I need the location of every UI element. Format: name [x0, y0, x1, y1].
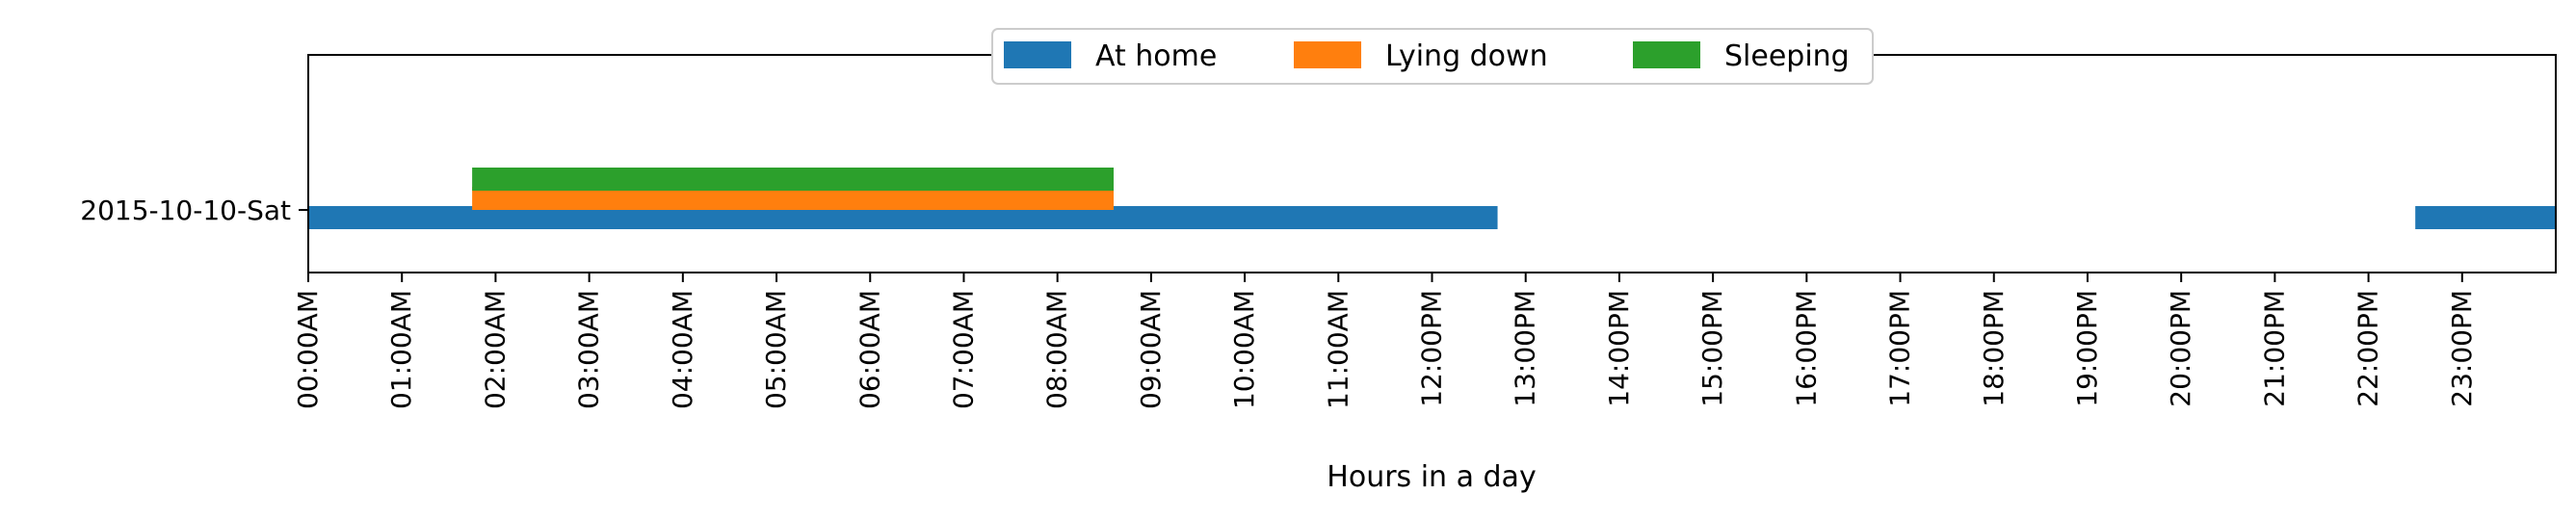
x-tick-label: 19:00PM: [2071, 290, 2103, 407]
plot-frame: [307, 54, 2557, 273]
bar-at-home-1: [2415, 206, 2556, 229]
x-tick-label: 21:00PM: [2258, 290, 2290, 407]
legend-label-sleeping: Sleeping: [1724, 39, 1850, 73]
legend-swatch-lying-down: [1294, 41, 1361, 68]
legend-swatch-at-home: [1004, 41, 1071, 68]
x-tick-label: 17:00PM: [1884, 290, 1916, 407]
legend: At home Lying down Sleeping: [991, 28, 1874, 85]
x-tick-label: 03:00AM: [573, 290, 605, 409]
x-tick-label: 18:00PM: [1978, 290, 2010, 407]
x-tick-label: 01:00AM: [385, 290, 417, 409]
x-tick-label: 14:00PM: [1603, 290, 1635, 407]
bar-sleeping-0: [472, 168, 1114, 191]
x-tick-label: 15:00PM: [1696, 290, 1728, 407]
x-axis: 00:00AM 01:00AM 02:00AM 03:00AM 04:00AM 05:00…: [292, 273, 2478, 409]
bars-layer: [308, 168, 2556, 229]
x-tick-label: 09:00AM: [1135, 290, 1167, 409]
x-tick-label: 10:00AM: [1228, 290, 1260, 409]
x-tick-label: 22:00PM: [2353, 290, 2384, 407]
legend-label-at-home: At home: [1095, 39, 1217, 73]
x-tick-label: 05:00AM: [760, 290, 792, 409]
x-tick-label: 16:00PM: [1790, 290, 1822, 407]
x-tick-label: 23:00PM: [2446, 290, 2478, 407]
x-tick-label: 00:00AM: [292, 290, 324, 409]
legend-label-lying-down: Lying down: [1385, 39, 1548, 73]
x-axis-title: Hours in a day: [1327, 460, 1536, 494]
legend-swatch-sleeping: [1633, 41, 1700, 68]
x-tick-label: 12:00PM: [1416, 290, 1448, 407]
x-tick-label: 08:00AM: [1041, 290, 1073, 409]
x-tick-label: 04:00AM: [667, 290, 698, 409]
y-axis: 2015-10-10-Sat: [80, 195, 308, 226]
x-tick-label: 20:00PM: [2165, 290, 2196, 407]
x-tick-label: 13:00PM: [1510, 290, 1541, 407]
x-tick-label: 06:00AM: [854, 290, 885, 409]
x-tick-label: 02:00AM: [479, 290, 511, 409]
y-tick-label: 2015-10-10-Sat: [80, 195, 291, 226]
x-tick-label: 11:00AM: [1322, 290, 1354, 409]
x-tick-label: 07:00AM: [947, 290, 979, 409]
